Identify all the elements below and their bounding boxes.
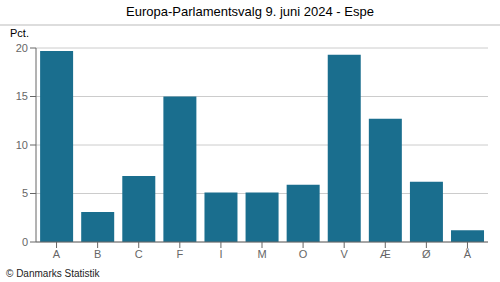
svg-text:20: 20 xyxy=(16,42,28,54)
svg-text:0: 0 xyxy=(22,236,28,248)
svg-text:Å: Å xyxy=(464,248,472,260)
html-text:Pct.: Pct. xyxy=(10,27,29,39)
svg-text:10: 10 xyxy=(16,139,28,151)
svg-text:O: O xyxy=(299,248,308,260)
svg-text:F: F xyxy=(176,248,183,260)
svg-text:I: I xyxy=(219,248,222,260)
svg-text:A: A xyxy=(53,248,61,260)
svg-text:B: B xyxy=(94,248,101,260)
svg-text:C: C xyxy=(135,248,143,260)
svg-text:5: 5 xyxy=(22,187,28,199)
svg-text:Ø: Ø xyxy=(422,248,431,260)
html-text:Europa-Parlamentsvalg 9. juni: Europa-Parlamentsvalg 9. juni 2024 - Esp… xyxy=(126,4,374,19)
svg-text:M: M xyxy=(257,248,266,260)
svg-text:15: 15 xyxy=(16,90,28,102)
svg-text:V: V xyxy=(341,248,349,260)
svg-text:Æ: Æ xyxy=(380,248,391,260)
html-text:© Danmarks Statistik: © Danmarks Statistik xyxy=(6,268,100,279)
